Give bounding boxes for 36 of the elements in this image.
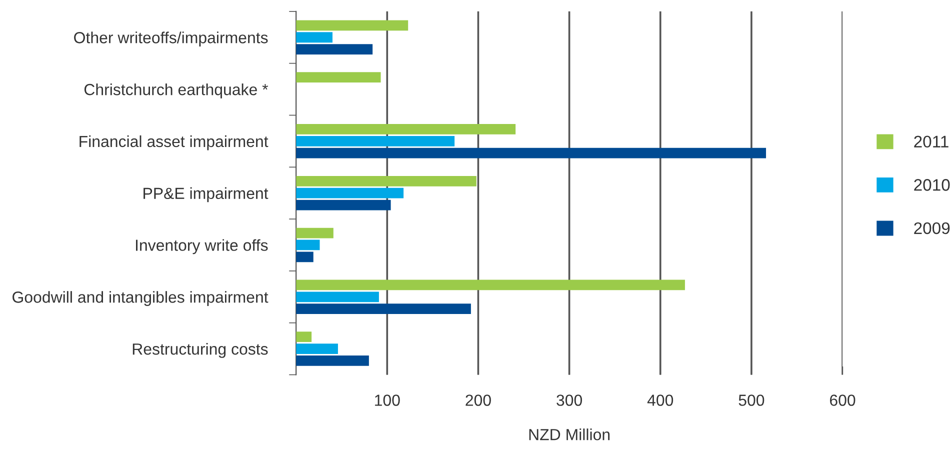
bar: [296, 240, 320, 250]
y-tick-label: Christchurch earthquake *: [84, 83, 268, 98]
y-tick-label: Goodwill and intangibles impairment: [12, 291, 268, 306]
bar: [296, 20, 408, 31]
x-tick-label: 300: [556, 394, 582, 406]
bar: [296, 44, 373, 55]
bar: [296, 292, 379, 302]
bar: [296, 280, 685, 290]
y-tick-label: Restructuring costs: [132, 343, 268, 358]
bar: [296, 228, 334, 238]
y-tick-label: Inventory write offs: [136, 239, 268, 254]
bar: [296, 72, 381, 83]
y-tick-label: PP&E impairment: [144, 187, 268, 202]
bar: [296, 332, 312, 342]
legend-label: 2010: [914, 179, 950, 191]
x-tick-label: 200: [466, 394, 491, 406]
bar: [296, 252, 314, 262]
y-tick-label: Other writeoffs/impairments: [74, 32, 268, 46]
x-axis-title: NZD Million: [529, 428, 610, 440]
legend-label: 2011: [914, 136, 948, 148]
bar: [296, 136, 455, 146]
x-tick-label: 500: [738, 394, 764, 406]
x-tick-label: 100: [375, 394, 400, 406]
y-tick-label: Financial asset impairment: [80, 135, 268, 150]
bar: [296, 124, 516, 134]
bar: [296, 176, 476, 186]
bar: [296, 188, 404, 198]
bar: [296, 148, 766, 158]
x-tick-label: 400: [647, 394, 674, 406]
bar: [296, 344, 338, 354]
bar: [296, 200, 391, 210]
bar: [296, 32, 332, 43]
bar: [296, 304, 471, 314]
bar: [296, 356, 369, 366]
x-tick-label: 600: [830, 394, 856, 406]
legend-label: 2009: [914, 222, 950, 234]
